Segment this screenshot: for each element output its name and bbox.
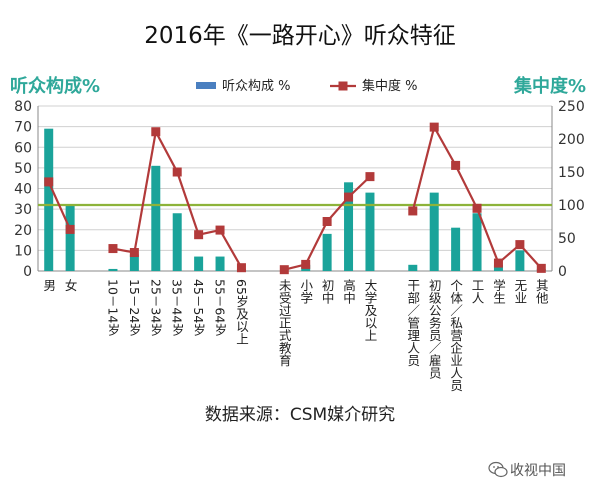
bar	[215, 256, 225, 271]
line-marker	[172, 167, 182, 177]
x-tick-label: 45－54岁	[191, 279, 206, 336]
left-tick-label: 70	[14, 120, 32, 136]
line-marker	[451, 160, 461, 170]
right-tick-label: 0	[558, 264, 567, 280]
line-marker	[236, 263, 246, 273]
bar	[344, 182, 354, 271]
x-tick-label: 55－64岁	[213, 279, 228, 336]
watermark-text: 收视中国	[510, 463, 566, 479]
bar	[322, 233, 332, 271]
bar	[65, 205, 75, 271]
x-tick-label: 初级公务员／雇员	[427, 279, 442, 380]
line-marker	[515, 240, 525, 250]
bar	[194, 256, 204, 271]
x-tick-label: 学生	[491, 278, 506, 304]
right-tick-label: 50	[558, 231, 576, 247]
x-tick-label: 未受过正式教育	[277, 279, 292, 367]
left-tick-label: 20	[14, 223, 32, 239]
wechat-icon	[488, 461, 508, 478]
legend-bar-swatch	[196, 82, 216, 89]
x-tick-label: 高中	[341, 278, 356, 304]
right-tick-label: 100	[558, 198, 585, 214]
legend-line-label: 集中度 %	[362, 78, 418, 94]
x-tick-label: 35－44岁	[170, 279, 185, 336]
chart-title: 2016年《一路开心》听众特征	[144, 23, 456, 49]
bar	[451, 227, 461, 271]
bar	[151, 165, 161, 271]
x-tick-label: 工人	[470, 279, 485, 304]
x-tick-label: 10－14岁	[105, 279, 120, 336]
line-marker	[215, 225, 225, 235]
x-tick-label: 无业	[512, 279, 527, 304]
left-tick-label: 0	[23, 264, 32, 280]
left-axis-title: 听众构成%	[10, 76, 101, 97]
left-tick-label: 40	[14, 182, 32, 198]
bar	[493, 264, 503, 271]
x-tick-label: 男	[41, 279, 56, 292]
line-marker	[44, 177, 54, 187]
left-tick-label: 10	[14, 243, 32, 259]
line-marker	[301, 259, 311, 269]
bar	[365, 192, 375, 271]
x-tick-label: 初中	[320, 279, 335, 304]
line-marker	[408, 206, 418, 216]
x-tick-label: 25－34岁	[148, 279, 163, 336]
bar	[429, 192, 439, 271]
x-tick-label: 小学	[298, 279, 313, 304]
line-marker	[472, 203, 482, 213]
right-tick-label: 200	[558, 132, 585, 148]
line-marker	[365, 172, 375, 182]
right-tick-label: 250	[558, 99, 585, 115]
series-line	[47, 181, 72, 230]
line-marker	[344, 192, 354, 202]
line-marker	[194, 230, 204, 240]
combo-chart: 0 10 20 30 40 50 60 70 80 0 50 100 150 200 250 男女 10－14岁…	[14, 78, 585, 392]
line-marker	[429, 122, 439, 132]
left-tick-label: 50	[14, 161, 32, 177]
watermark: 收视中国	[488, 459, 598, 483]
left-tick-label: 60	[14, 140, 32, 156]
bar	[472, 213, 482, 271]
line-marker	[493, 258, 503, 268]
line-marker	[322, 217, 332, 226]
left-tick-label: 30	[14, 202, 32, 218]
x-tick-label: 其他	[534, 279, 549, 304]
bar	[172, 213, 182, 271]
line-marker	[536, 263, 546, 273]
source-note: 数据来源：CSM媒介研究	[204, 405, 396, 425]
legend-bar-label: 听众构成 %	[222, 79, 291, 94]
line-marker	[129, 248, 139, 258]
x-tick-label: 干部／管理人员	[405, 279, 420, 367]
x-tick-label: 15－24岁	[127, 279, 142, 336]
x-tick-label: 女	[63, 278, 78, 292]
left-tick-label: 80	[14, 99, 32, 115]
right-axis-title: 集中度%	[513, 76, 586, 97]
bar	[129, 254, 139, 271]
line-marker	[65, 224, 75, 234]
bar	[44, 128, 54, 271]
legend-line-marker	[338, 81, 348, 91]
line-marker	[108, 244, 118, 254]
right-tick-label: 150	[558, 165, 585, 181]
bar	[515, 250, 525, 271]
x-tick-label: 大学及以上	[362, 279, 377, 342]
line-marker	[279, 265, 289, 275]
bar	[108, 268, 118, 271]
x-tick-label: 65岁及以上	[234, 279, 249, 345]
x-tick-label: 个体／私营企业人员	[448, 279, 463, 392]
line-marker	[151, 127, 161, 137]
bar	[408, 264, 418, 271]
